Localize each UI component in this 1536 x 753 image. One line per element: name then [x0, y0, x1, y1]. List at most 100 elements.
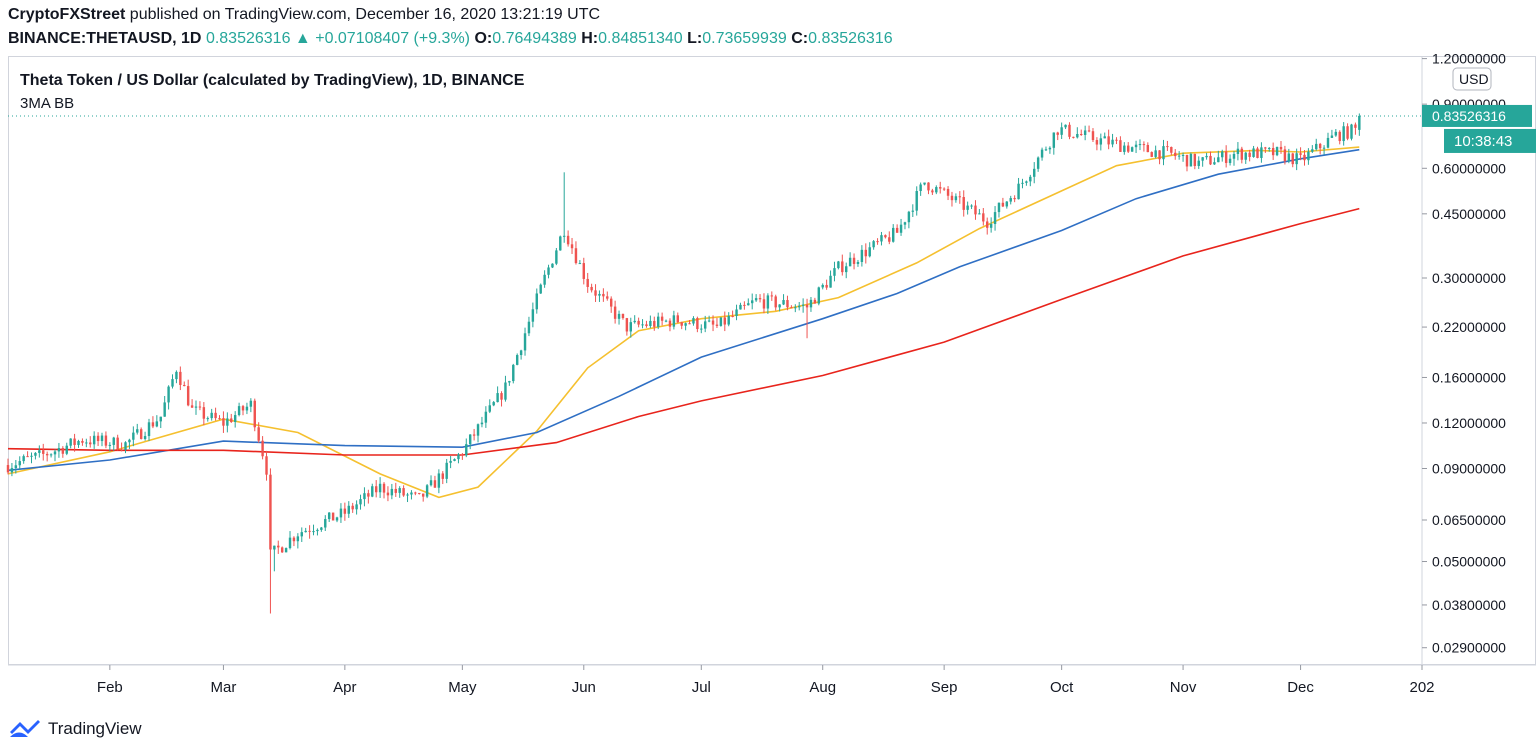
candle-body [989, 224, 993, 228]
candle-body [1346, 126, 1349, 139]
candle-body [794, 307, 797, 309]
candle-body [880, 235, 883, 242]
candle-body [1221, 151, 1224, 158]
candle-body [1001, 202, 1005, 207]
candle-body [852, 257, 856, 264]
candle-body [1256, 148, 1259, 158]
close-label: C: [791, 30, 809, 47]
candle-body [1338, 131, 1341, 142]
candle-body [10, 468, 14, 473]
candle-body [813, 299, 817, 304]
candle-body [935, 187, 938, 193]
candle-body [69, 438, 72, 446]
candle-body [649, 320, 652, 327]
candle-body [543, 274, 546, 285]
candle-body [856, 261, 860, 264]
candle-body [1322, 147, 1326, 149]
candle-body [1154, 150, 1157, 157]
candle-body [124, 442, 127, 450]
candle-body [739, 304, 742, 310]
candle-body [656, 316, 660, 327]
candle-body [911, 210, 915, 212]
candle-body [22, 456, 25, 462]
candle-body [347, 505, 350, 514]
candle-body [719, 317, 723, 326]
candle-body [778, 304, 781, 308]
candle-body [1021, 182, 1024, 184]
candle-body [700, 328, 703, 330]
candle-body [1013, 198, 1016, 200]
candle-body [966, 205, 969, 210]
tradingview-logo[interactable]: TradingView [8, 718, 142, 740]
candle-body [492, 402, 495, 406]
candle-body [171, 379, 174, 387]
candle-body [312, 531, 315, 533]
candle-body [108, 444, 112, 446]
candle-body [1103, 136, 1106, 139]
candle-body [696, 318, 699, 330]
candle-body [727, 315, 730, 325]
candle-body [202, 407, 206, 419]
candle-body [418, 492, 421, 494]
candle-body [104, 435, 108, 446]
candle-body [915, 191, 918, 211]
candle-body [950, 195, 954, 201]
candle-body [586, 278, 589, 287]
candle-body [190, 405, 194, 408]
candle-body [1072, 136, 1075, 138]
candle-body [786, 300, 789, 308]
candle-body [163, 402, 166, 417]
candles [6, 113, 1361, 614]
candle-body [1107, 136, 1110, 145]
candle-body [1330, 135, 1334, 138]
countdown-label: 10:38:43 [1454, 133, 1512, 150]
x-tick-label: Dec [1287, 679, 1314, 696]
candle-body [762, 299, 766, 309]
candle-body [320, 527, 323, 530]
x-tick-label: Nov [1170, 679, 1197, 696]
candle-body [1099, 138, 1103, 145]
y-tick-label: 0.05000000 [1432, 554, 1506, 570]
candle-body [629, 322, 633, 332]
candle-body [1217, 157, 1220, 163]
last-price-tag [1422, 104, 1532, 127]
candle-body [672, 315, 676, 327]
candle-body [18, 461, 21, 466]
x-tick-label: Feb [97, 679, 123, 696]
candle-body [523, 333, 527, 351]
candle-body [77, 440, 80, 445]
candle-body [1095, 140, 1099, 145]
candle-body [1119, 140, 1122, 152]
indicator-label[interactable]: 3MA BB [20, 95, 75, 112]
candle-body [535, 293, 538, 310]
candle-body [551, 263, 554, 268]
x-tick-label: Sep [931, 679, 958, 696]
candle-body [758, 298, 762, 300]
candle-body [641, 324, 644, 326]
candle-body [230, 418, 233, 422]
candle-body [198, 406, 202, 408]
candle-body [1307, 151, 1310, 161]
candle-body [1299, 153, 1302, 155]
y-tick-label: 0.45000000 [1432, 206, 1506, 222]
candle-body [327, 512, 331, 520]
candle-body [218, 418, 221, 420]
candle-body [617, 313, 621, 319]
candle-body [359, 499, 362, 505]
candle-body [496, 393, 499, 403]
candle-body [261, 440, 264, 457]
candle-body [625, 318, 629, 332]
currency-box [1452, 67, 1492, 91]
candle-body [367, 493, 370, 497]
candle-body [441, 473, 444, 479]
candle-body [139, 429, 143, 439]
candle-body [1048, 147, 1052, 150]
candle-body [1193, 153, 1197, 166]
candle-body [132, 432, 135, 440]
candle-body [723, 317, 727, 325]
candle-body [594, 290, 597, 296]
candle-body [1091, 131, 1095, 141]
candle-body [899, 224, 903, 233]
candle-body [378, 483, 382, 493]
